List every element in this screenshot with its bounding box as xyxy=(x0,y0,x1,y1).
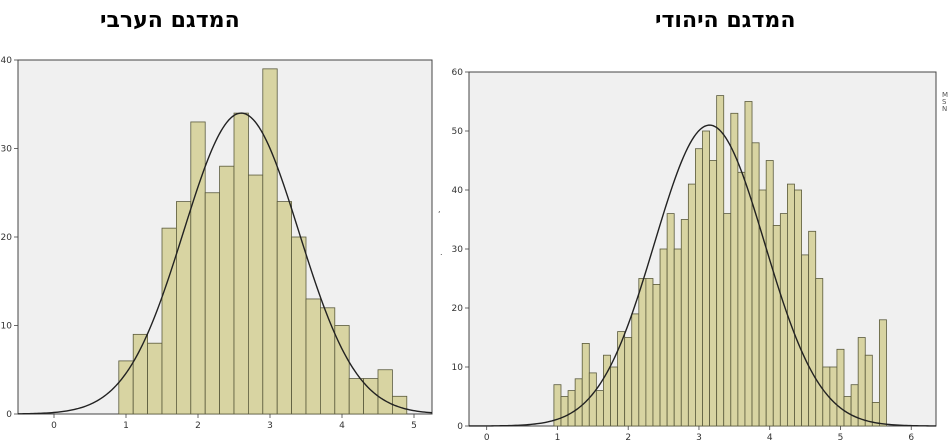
bar-1-31 xyxy=(772,224,781,427)
x-tick-label-0-3: 3 xyxy=(267,421,273,431)
y-tick-label-1-2: 20 xyxy=(452,304,464,314)
bar-1-43 xyxy=(857,337,866,427)
bar-1-12 xyxy=(638,278,647,427)
bar-1-42 xyxy=(850,384,859,427)
y-tick-label-0-0: 0 xyxy=(6,410,12,420)
bar-1-37 xyxy=(815,278,824,427)
bar-1-1 xyxy=(560,396,569,427)
bar-1-29 xyxy=(758,189,767,427)
bar-1-24 xyxy=(723,213,732,427)
y-tick-label-0-2: 20 xyxy=(1,233,13,243)
bar-1-9 xyxy=(617,331,626,427)
x-tick-label-1-3: 3 xyxy=(696,433,702,443)
x-tick-label-0-1: 1 xyxy=(123,421,129,431)
bar-1-32 xyxy=(779,213,788,427)
y-tick-label-0-3: 30 xyxy=(1,145,13,155)
bar-1-2 xyxy=(567,390,576,427)
x-tick-label-1-0: 0 xyxy=(484,433,490,443)
x-tick-label-0-0: 0 xyxy=(51,421,57,431)
bar-1-46 xyxy=(878,319,887,427)
bar-1-23 xyxy=(716,95,725,427)
y-tick-label-1-3: 30 xyxy=(452,245,464,255)
stray-mark-comma: , xyxy=(438,205,441,214)
bar-1-11 xyxy=(631,313,640,427)
bar-1-22 xyxy=(709,160,718,427)
histogram-arab-sample: 0 10 20 30 40 0 1 2 3 4 5 xyxy=(1,56,433,431)
y-tick-label-1-5: 50 xyxy=(452,127,464,137)
y-tick-label-1-6: 60 xyxy=(452,68,464,78)
bar-1-4 xyxy=(581,342,590,427)
x-tick-label-0-5: 5 xyxy=(411,421,417,431)
y-axis-ticks: 0 10 20 30 40 50 60 xyxy=(452,68,469,432)
chart-title-jewish-sample: המדגם היהודי xyxy=(655,8,796,33)
bar-1-18 xyxy=(680,219,689,427)
normal-curve-0 xyxy=(17,112,433,415)
bar-1-19 xyxy=(687,183,696,427)
bar-1-15 xyxy=(659,248,668,427)
x-tick-label-1-2: 2 xyxy=(625,433,631,443)
x-tick-label-0-2: 2 xyxy=(195,421,201,431)
y-tick-label-1-1: 10 xyxy=(452,363,464,373)
bar-1-10 xyxy=(624,337,633,427)
bar-1-35 xyxy=(801,254,810,427)
bars xyxy=(553,95,887,427)
y-tick-label-1-4: 40 xyxy=(452,186,464,196)
x-axis-ticks: 0 1 2 3 4 5 6 xyxy=(484,426,914,443)
normal-curve-1 xyxy=(468,124,937,427)
bar-1-39 xyxy=(829,366,838,427)
bar-1-5 xyxy=(588,372,597,427)
bar-1-30 xyxy=(765,160,774,427)
x-tick-label-1-1: 1 xyxy=(555,433,561,443)
bar-1-26 xyxy=(737,171,746,427)
x-axis-ticks: 0 1 2 3 4 5 xyxy=(51,414,417,431)
bar-1-28 xyxy=(751,142,760,427)
bar-1-44 xyxy=(864,354,873,427)
bar-1-13 xyxy=(645,278,654,427)
bar-1-6 xyxy=(595,390,604,427)
bar-1-21 xyxy=(702,130,710,427)
bar-1-36 xyxy=(808,230,817,427)
bar-1-20 xyxy=(695,148,703,427)
bar-1-34 xyxy=(794,189,802,427)
y-tick-label-1-0: 0 xyxy=(457,422,463,432)
bar-1-17 xyxy=(673,248,682,427)
y-axis-ticks: 0 10 20 30 40 xyxy=(1,56,18,420)
x-tick-label-1-6: 6 xyxy=(908,433,914,443)
bar-1-8 xyxy=(610,366,618,427)
cropped-legend-text: M S N xyxy=(942,92,949,113)
chart-title-arab-sample: המדגם הערבי xyxy=(100,8,240,33)
x-tick-label-1-5: 5 xyxy=(838,433,844,443)
x-tick-label-1-4: 4 xyxy=(767,433,773,443)
bar-1-7 xyxy=(603,354,611,427)
y-tick-label-0-1: 10 xyxy=(1,322,13,332)
y-tick-label-0-4: 40 xyxy=(1,56,13,66)
bars xyxy=(118,68,408,415)
bar-1-40 xyxy=(836,348,845,427)
bar-1-27 xyxy=(744,101,753,427)
bar-1-3 xyxy=(574,378,583,427)
x-tick-label-0-4: 4 xyxy=(339,421,345,431)
bar-1-33 xyxy=(787,183,795,427)
bar-1-14 xyxy=(652,283,661,427)
bar-1-16 xyxy=(666,213,675,427)
stray-mark-dot: . xyxy=(440,248,443,257)
